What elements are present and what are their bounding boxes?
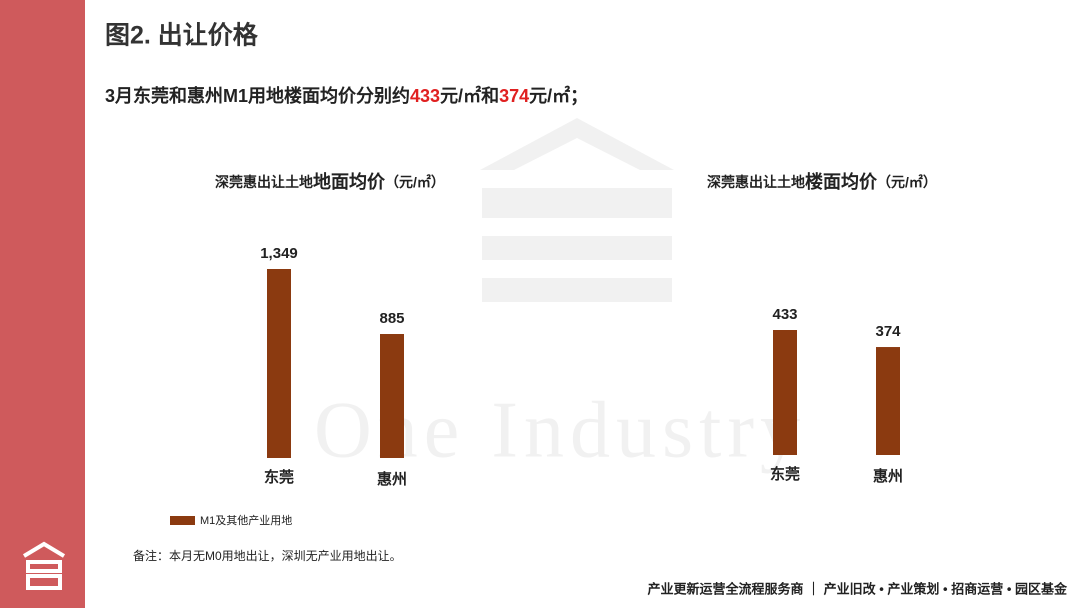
legend-swatch bbox=[170, 516, 195, 525]
bar bbox=[876, 347, 900, 455]
slide-subtitle: 3月东莞和惠州M1用地楼面均价分别约433元/㎡和374元/㎡； bbox=[105, 85, 588, 106]
bar bbox=[380, 334, 404, 458]
subtitle-highlight: 374 bbox=[499, 86, 529, 106]
data-label: 1,349 bbox=[260, 245, 298, 262]
chart-title-part: 深莞惠出让土地 bbox=[215, 174, 313, 190]
subtitle-highlight: 433 bbox=[410, 86, 440, 106]
chart-title: 深莞惠出让土地楼面均价（元/㎡） bbox=[707, 171, 937, 192]
chart-title-part: 地面均价 bbox=[313, 171, 386, 192]
chart-title-part: 深莞惠出让土地 bbox=[707, 174, 805, 190]
note: 备注：本月无M0用地出让，深圳无产业用地出让。 bbox=[133, 548, 402, 563]
x-tick-label: 东莞 bbox=[770, 465, 800, 483]
side-logo bbox=[22, 541, 66, 590]
bar bbox=[773, 330, 797, 455]
data-label: 433 bbox=[772, 306, 797, 323]
chart-title-part: （元/㎡） bbox=[385, 174, 445, 190]
x-tick-label: 东莞 bbox=[264, 468, 294, 486]
data-label: 885 bbox=[379, 310, 404, 327]
side-band bbox=[0, 0, 85, 608]
data-label: 374 bbox=[875, 323, 901, 340]
footer: 产业更新运营全流程服务商 ｜ 产业旧改 • 产业策划 • 招商运营 • 园区基金 bbox=[647, 581, 1068, 596]
bar bbox=[267, 269, 291, 458]
x-tick-label: 惠州 bbox=[377, 470, 407, 488]
chart-title-part: 楼面均价 bbox=[805, 171, 878, 192]
subtitle-text: 元/㎡和 bbox=[440, 85, 499, 106]
slide-title: 图2. 出让价格 bbox=[105, 21, 259, 50]
x-tick-label: 惠州 bbox=[873, 467, 903, 485]
legend-label: M1及其他产业用地 bbox=[200, 513, 292, 527]
chart-title-part: （元/㎡） bbox=[877, 174, 937, 190]
watermark-logo bbox=[480, 118, 674, 302]
subtitle-text: 3月东莞和惠州M1用地楼面均价分别约 bbox=[105, 85, 410, 106]
chart-title: 深莞惠出让土地地面均价（元/㎡） bbox=[215, 171, 445, 192]
subtitle-text: 元/㎡； bbox=[529, 85, 588, 106]
